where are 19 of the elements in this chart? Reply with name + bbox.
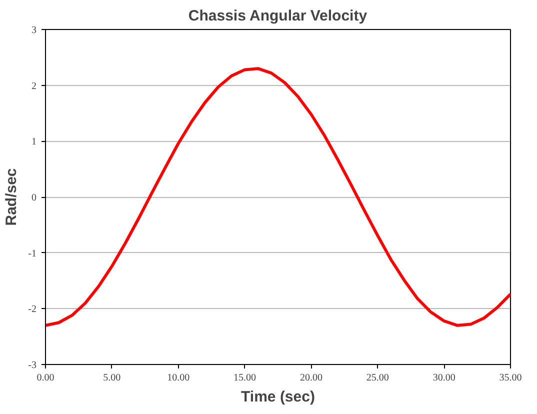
y-axis-title: Rad/sec <box>3 168 20 226</box>
x-tick-label: 25.00 <box>366 372 389 384</box>
y-tick-label: -3 <box>28 360 37 371</box>
chart-title: Chassis Angular Velocity <box>188 8 368 24</box>
line-series <box>46 67 510 327</box>
x-tick-label: 35.00 <box>499 372 522 384</box>
y-tick-label: -1 <box>28 248 37 260</box>
y-tick-label: 2 <box>32 80 36 92</box>
x-tick-label: 30.00 <box>432 372 456 384</box>
y-tick-label: -2 <box>28 304 37 316</box>
x-axis-title: Time (sec) <box>241 388 315 406</box>
y-tick-label: 3 <box>32 25 36 36</box>
x-tick-label: 0.00 <box>36 372 54 384</box>
x-tick-label: 10.00 <box>167 372 190 384</box>
x-tick-label: 20.00 <box>300 372 322 384</box>
x-tick-label: 5.00 <box>103 372 121 384</box>
y-tick-label: 1 <box>32 136 36 148</box>
y-tick-label: 0 <box>32 192 36 204</box>
x-tick-label: 15.00 <box>234 372 256 384</box>
